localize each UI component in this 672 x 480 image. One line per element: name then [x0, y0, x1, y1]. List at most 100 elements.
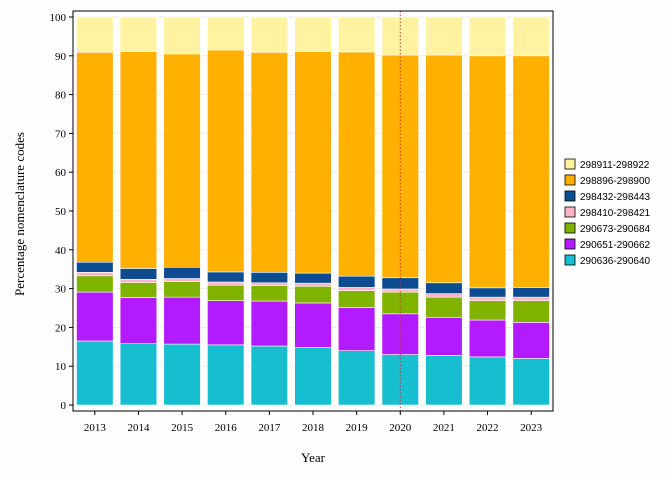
bar-2021-series-1 [425, 317, 463, 356]
bar-2013-series-0 [76, 340, 114, 406]
y-tick-label-80: 80 [55, 90, 67, 102]
y-tick-label-60: 60 [55, 167, 67, 179]
bar-2015-series-4 [163, 266, 201, 279]
y-tick-label-20: 20 [55, 322, 67, 334]
legend-label-290673-290684: 290673-290684 [580, 224, 651, 235]
legend-label-298432-298443: 298432-298443 [580, 192, 651, 203]
x-tick-label-2014: 2014 [127, 422, 150, 434]
bar-2023-series-6 [512, 16, 550, 57]
bar-2016-series-1 [207, 300, 245, 346]
bar-2015-series-6 [163, 16, 201, 55]
bar-2019-series-0 [338, 350, 376, 406]
legend-label-298410-298421: 298410-298421 [580, 208, 651, 219]
bar-2017-series-5 [250, 52, 288, 273]
bar-2022-series-0 [468, 356, 507, 406]
bar-2023-series-1 [512, 322, 550, 359]
x-tick-label-2020: 2020 [389, 422, 412, 434]
bar-2014-series-1 [119, 297, 158, 344]
x-tick-label-2017: 2017 [258, 422, 281, 434]
bar-2019-series-4 [338, 275, 376, 288]
legend-swatch-290636-290640 [564, 254, 576, 266]
bar-2017-series-6 [250, 16, 288, 53]
bar-2023-series-0 [512, 358, 550, 406]
bar-2022-series-2 [468, 300, 507, 321]
bar-2019-series-5 [338, 51, 376, 277]
bar-2018-series-6 [294, 16, 332, 52]
y-tick-label-100: 100 [50, 12, 67, 24]
bar-2013-series-3 [76, 272, 114, 277]
x-tick-label-2015: 2015 [171, 422, 194, 434]
bar-2017-series-0 [250, 345, 288, 406]
bar-2019-series-6 [338, 16, 376, 53]
bar-2016-series-5 [207, 49, 245, 273]
bar-2023-series-4 [512, 287, 550, 298]
bar-2015-series-3 [163, 278, 201, 282]
x-axis-ticks: 2013 2014 2015 2016 2017 2018 2019 2020 2021 2022… [84, 411, 543, 434]
bar-2022-series-3 [468, 296, 507, 301]
bar-2022-series-4 [468, 287, 507, 298]
bar-2018-series-5 [294, 51, 332, 274]
legend-swatch-298911-298922 [564, 158, 576, 170]
legend-label-298896-298900: 298896-298900 [580, 176, 651, 187]
bar-2019-series-3 [338, 287, 376, 291]
bar-2023-series-3 [512, 296, 550, 301]
y-tick-label-30: 30 [55, 284, 67, 296]
legend-label-290651-290662: 290651-290662 [580, 240, 651, 251]
bar-2018-series-2 [294, 285, 332, 304]
bar-2014-series-3 [119, 278, 158, 283]
x-tick-label-2018: 2018 [302, 422, 325, 434]
legend-label-298911-298922: 298911-298922 [580, 160, 650, 171]
x-axis-title: Year [301, 450, 326, 465]
bar-2021-series-6 [425, 16, 463, 56]
bar-2016-series-6 [207, 16, 245, 51]
y-tick-label-40: 40 [55, 245, 67, 257]
bar-2016-series-3 [207, 281, 245, 286]
x-tick-label-2022: 2022 [477, 422, 499, 434]
legend-swatch-290673-290684 [564, 222, 576, 234]
x-tick-label-2013: 2013 [84, 422, 107, 434]
legend: 298911-298922 298896-298900 298432-298443 2… [564, 158, 651, 267]
bar-2021-series-0 [425, 355, 463, 406]
legend-swatch-290651-290662 [564, 238, 576, 250]
bar-2023-series-2 [512, 300, 550, 323]
bar-2013-series-5 [76, 52, 114, 263]
x-tick-label-2023: 2023 [520, 422, 543, 434]
bar-2017-series-2 [250, 285, 288, 302]
bar-2014-series-2 [119, 282, 158, 298]
bar-2021-series-3 [425, 293, 463, 298]
bar-2016-series-4 [207, 271, 245, 283]
bar-2019-series-1 [338, 307, 376, 351]
bar-2022-series-5 [468, 55, 507, 289]
y-tick-label-50: 50 [55, 206, 67, 218]
bar-2015-series-0 [163, 343, 201, 406]
bar-2014-series-6 [119, 16, 158, 52]
legend-swatch-298410-298421 [564, 206, 576, 218]
bar-2018-series-4 [294, 272, 332, 284]
bar-2018-series-3 [294, 282, 332, 287]
bar-2015-series-1 [163, 296, 201, 345]
bar-2014-series-5 [119, 51, 158, 269]
bar-2015-series-2 [163, 281, 201, 298]
bar-2014-series-4 [119, 268, 158, 280]
bar-2014-series-0 [119, 343, 158, 406]
bar-2018-series-0 [294, 347, 332, 406]
bars [76, 16, 550, 406]
bar-2020-series-4 [381, 277, 419, 290]
bar-2016-series-2 [207, 284, 245, 301]
bar-2013-series-1 [76, 291, 114, 342]
bar-2013-series-2 [76, 275, 114, 293]
y-axis-title: Percentage nomenclature codes [12, 132, 27, 296]
bar-2017-series-4 [250, 272, 288, 284]
bar-2016-series-0 [207, 344, 245, 406]
bar-2018-series-1 [294, 302, 332, 348]
x-tick-label-2016: 2016 [215, 422, 238, 434]
y-tick-label-10: 10 [55, 361, 67, 373]
bar-2022-series-6 [468, 16, 507, 57]
bar-2021-series-4 [425, 282, 463, 294]
bar-2023-series-5 [512, 55, 550, 288]
y-axis-ticks: 0 10 20 30 40 50 60 70 80 90 100 [50, 12, 73, 412]
bar-2015-series-5 [163, 53, 201, 268]
x-tick-label-2019: 2019 [346, 422, 369, 434]
y-tick-label-0: 0 [61, 400, 67, 412]
